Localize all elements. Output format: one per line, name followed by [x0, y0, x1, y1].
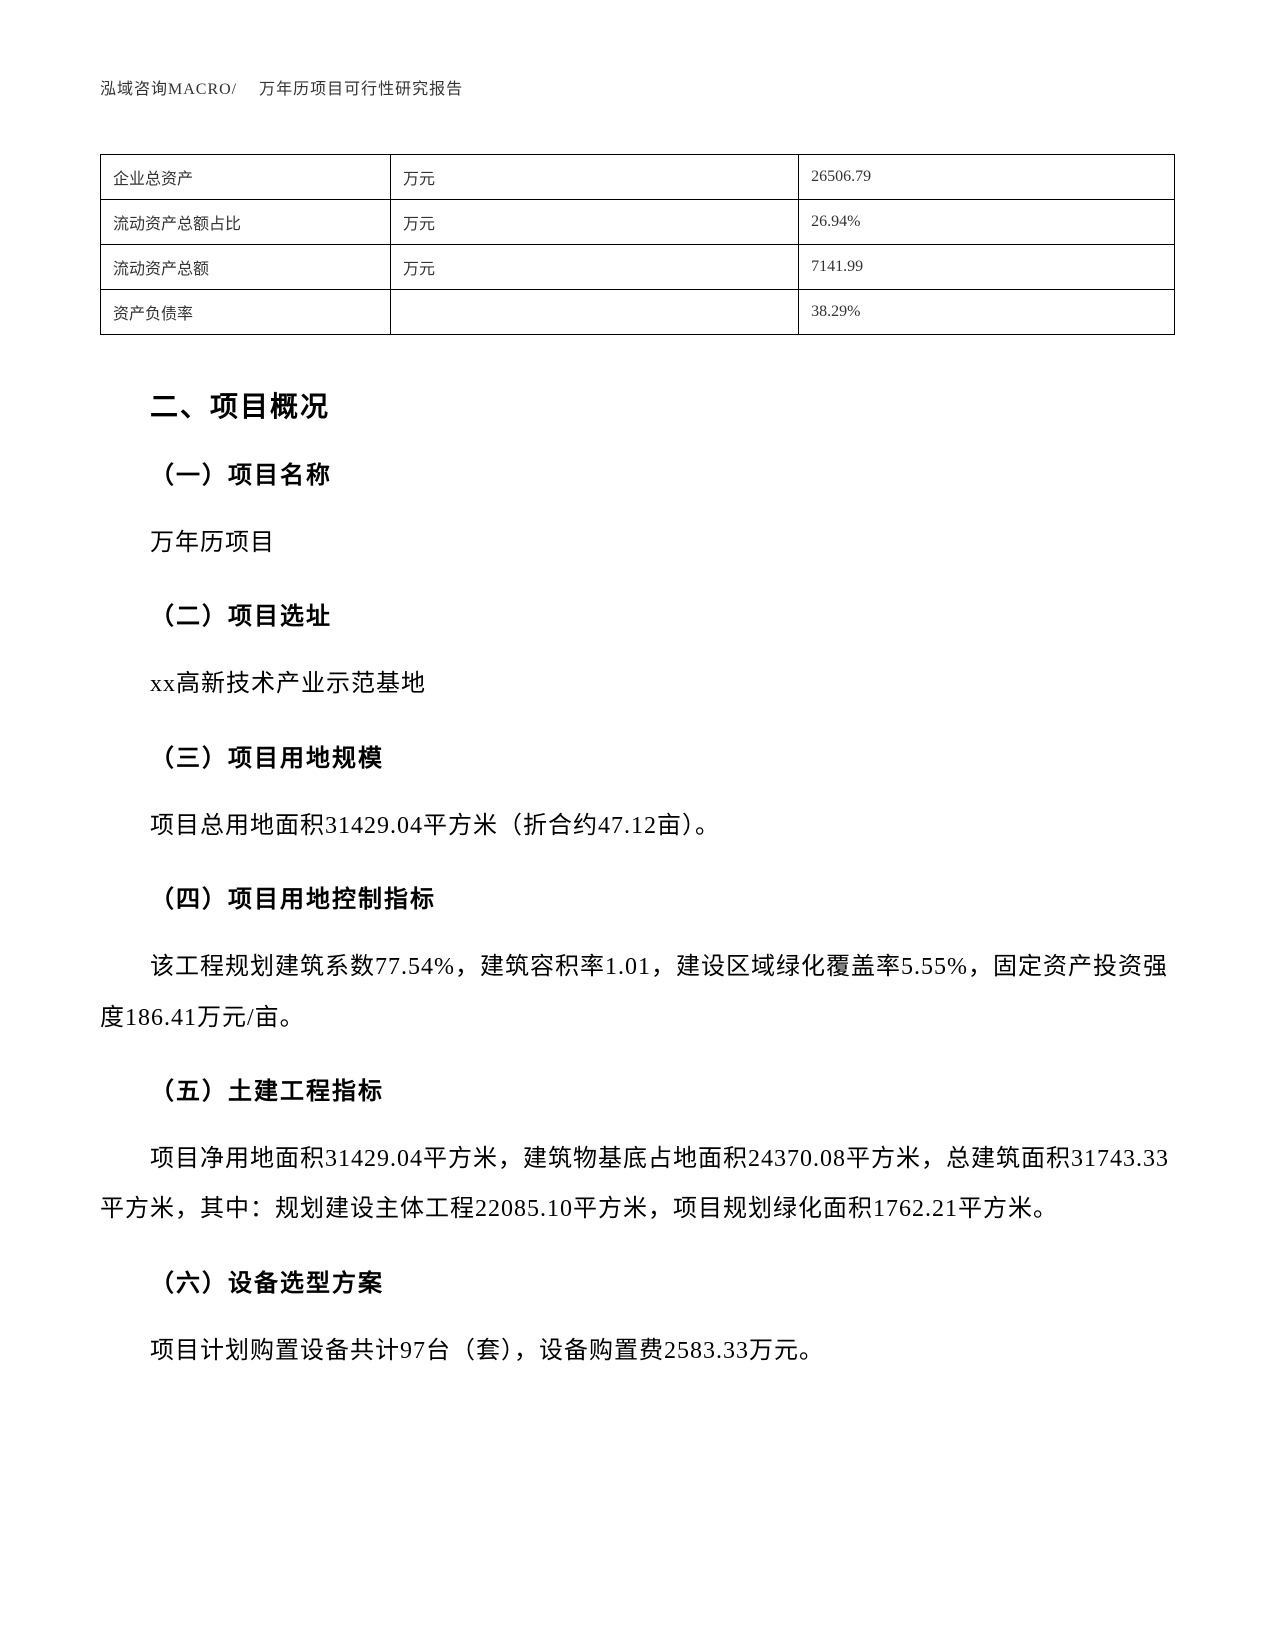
- subsection-heading-equipment: （六）设备选型方案: [150, 1263, 1175, 1298]
- table-row: 流动资产总额占比 万元 26.94%: [101, 200, 1175, 245]
- body-text-location: xx高新技术产业示范基地: [150, 659, 1175, 709]
- table-cell-value: 26506.79: [799, 155, 1175, 200]
- body-text-name: 万年历项目: [150, 518, 1175, 568]
- table-cell-label: 流动资产总额占比: [101, 200, 391, 245]
- content-section: 二、项目概况 （一）项目名称 万年历项目 （二）项目选址 xx高新技术产业示范基…: [100, 385, 1175, 1376]
- table-cell-unit: 万元: [390, 200, 798, 245]
- subsection-heading-civil: （五）土建工程指标: [150, 1071, 1175, 1106]
- table-cell-label: 企业总资产: [101, 155, 391, 200]
- table-cell-unit: 万元: [390, 155, 798, 200]
- table-cell-value: 38.29%: [799, 290, 1175, 335]
- table-cell-label: 资产负债率: [101, 290, 391, 335]
- table-row: 流动资产总额 万元 7141.99: [101, 245, 1175, 290]
- table-cell-label: 流动资产总额: [101, 245, 391, 290]
- table-cell-value: 26.94%: [799, 200, 1175, 245]
- table-row: 企业总资产 万元 26506.79: [101, 155, 1175, 200]
- body-text-equipment: 项目计划购置设备共计97台（套），设备购置费2583.33万元。: [150, 1326, 1175, 1376]
- table-row: 资产负债率 38.29%: [101, 290, 1175, 335]
- page-header: 泓域咨询MACRO/ 万年历项目可行性研究报告: [100, 75, 1175, 99]
- section-heading-overview: 二、项目概况: [150, 385, 1175, 425]
- subsection-heading-location: （二）项目选址: [150, 596, 1175, 631]
- subsection-heading-name: （一）项目名称: [150, 455, 1175, 490]
- subsection-heading-landcontrol: （四）项目用地控制指标: [150, 879, 1175, 914]
- page-container: 泓域咨询MACRO/ 万年历项目可行性研究报告 企业总资产 万元 26506.7…: [0, 0, 1275, 1479]
- body-text-landscale: 项目总用地面积31429.04平方米（折合约47.12亩）。: [150, 801, 1175, 851]
- subsection-heading-landscale: （三）项目用地规模: [150, 738, 1175, 773]
- table-cell-unit: [390, 290, 798, 335]
- table-cell-value: 7141.99: [799, 245, 1175, 290]
- financial-table: 企业总资产 万元 26506.79 流动资产总额占比 万元 26.94% 流动资…: [100, 154, 1175, 335]
- body-text-landcontrol: 该工程规划建筑系数77.54%，建筑容积率1.01，建设区域绿化覆盖率5.55%…: [100, 942, 1175, 1043]
- body-text-civil: 项目净用地面积31429.04平方米，建筑物基底占地面积24370.08平方米，…: [100, 1134, 1175, 1235]
- table-cell-unit: 万元: [390, 245, 798, 290]
